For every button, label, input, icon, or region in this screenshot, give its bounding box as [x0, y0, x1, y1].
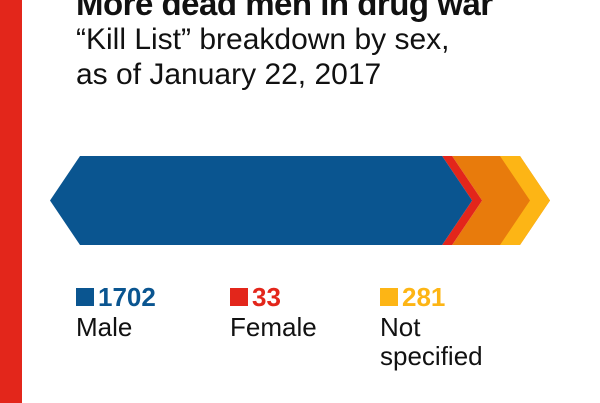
legend-swatch-not-specified	[380, 288, 398, 306]
legend-item-female: 33 Female	[230, 281, 317, 342]
bar-segment-female	[442, 156, 483, 245]
legend-value-male: 1702	[98, 282, 156, 312]
legend-label-not-specified-line-1: Not	[380, 312, 421, 342]
title-block: More dead men in drug war “Kill List” br…	[76, 0, 576, 92]
chart-title: More dead men in drug war	[76, 0, 493, 22]
legend-swatch-male	[76, 288, 94, 306]
chart-subtitle-line-2: as of January 22, 2017	[76, 58, 382, 91]
chart-subtitle-line-1: “Kill List” breakdown by sex,	[76, 23, 450, 56]
legend-swatch-female	[230, 288, 248, 306]
bar-segment-male	[50, 156, 473, 245]
bar-tip-accent	[500, 156, 550, 245]
legend-label-male: Male	[76, 312, 133, 342]
legend-item-male: 1702 Male	[76, 281, 156, 342]
legend-label-not-specified-line-2: specified	[380, 341, 483, 371]
legend-item-not-specified: 281 Not specified	[380, 281, 483, 371]
legend-value-not-specified: 281	[402, 282, 446, 312]
legend-value-female: 33	[252, 282, 281, 312]
left-accent-bar	[0, 0, 22, 403]
legend-label-female: Female	[230, 312, 317, 342]
